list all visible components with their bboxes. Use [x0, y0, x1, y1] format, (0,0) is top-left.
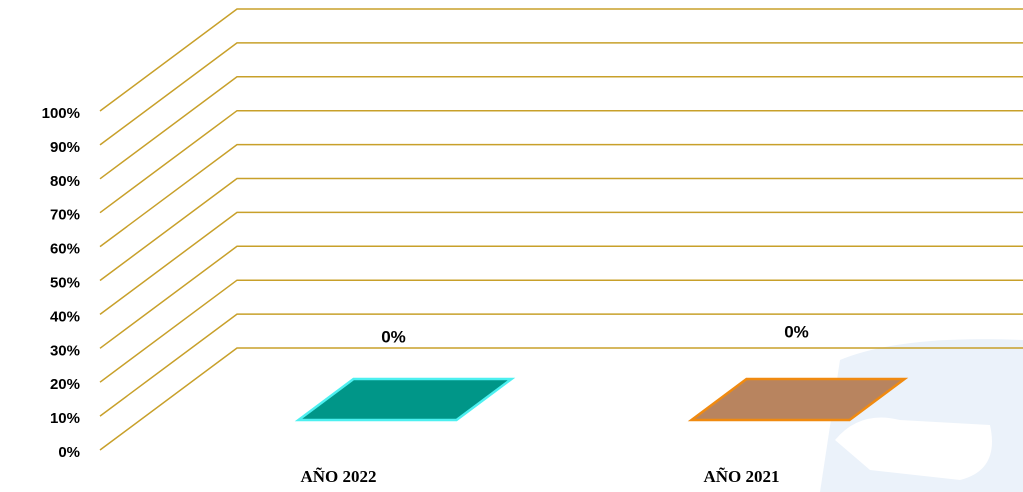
y-tick-label: 20%: [50, 376, 80, 393]
y-tick-label: 60%: [50, 241, 80, 258]
bar-top: [687, 377, 909, 422]
x-tick-label: AÑO 2021: [703, 467, 779, 486]
y-tick-label: 30%: [50, 342, 80, 359]
watermark: [820, 339, 1023, 492]
grid-line: [99, 279, 1023, 383]
y-tick-label: 40%: [50, 308, 80, 325]
grid-line: [99, 245, 1023, 349]
y-tick-label: 90%: [50, 139, 80, 156]
y-tick-label: 10%: [50, 410, 80, 427]
grid-line: [99, 211, 1023, 316]
data-label: 0%: [784, 322, 809, 341]
grid-line: [99, 109, 1023, 214]
grid-line: [99, 313, 1023, 417]
grid-line: [99, 177, 1023, 282]
grid-line: [99, 347, 1023, 451]
data-label: 0%: [381, 327, 406, 346]
bar-top: [294, 377, 516, 422]
grid-line: [99, 76, 1023, 180]
x-tick-label: AÑO 2022: [300, 467, 376, 486]
y-tick-label: 100%: [42, 105, 80, 122]
grid-line: [99, 8, 1023, 112]
grid-line: [99, 42, 1023, 146]
y-tick-label: 70%: [50, 207, 80, 224]
y-tick-label: 80%: [50, 173, 80, 190]
grid-line: [99, 143, 1023, 248]
y-tick-label: 50%: [50, 274, 80, 291]
y-tick-label: 0%: [58, 444, 80, 461]
